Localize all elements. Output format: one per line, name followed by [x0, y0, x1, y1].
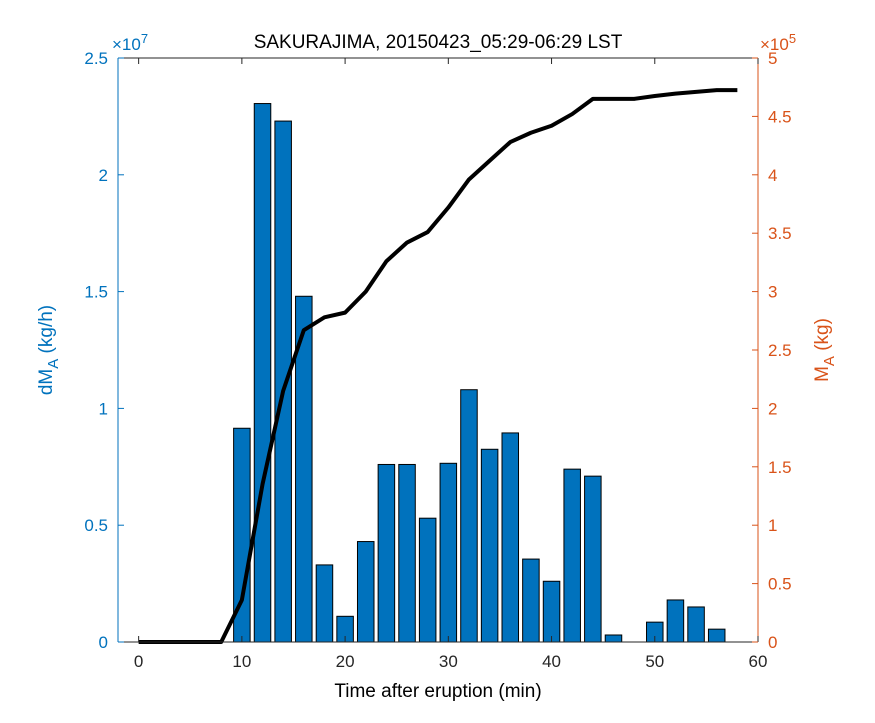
left-tick-label: 1.5 — [84, 283, 108, 302]
bar — [460, 389, 478, 643]
left-tick-label: 2.5 — [84, 49, 108, 68]
right-axis-label: MA (kg) — [812, 318, 838, 382]
right-axis-exponent: ×105 — [760, 31, 796, 54]
left-tick-label: 2 — [99, 166, 108, 185]
left-tick-label: 0.5 — [84, 516, 108, 535]
bar — [480, 448, 499, 643]
bar-series — [233, 103, 726, 643]
bar — [418, 517, 437, 643]
right-tick-label: 1.5 — [768, 458, 792, 477]
plot-area — [118, 58, 758, 642]
right-tick-label: 0 — [768, 633, 777, 652]
bar — [377, 463, 396, 643]
x-tick-label: 60 — [749, 652, 768, 671]
cumulative-mass-line — [138, 88, 738, 644]
right-tick-label: 0.5 — [768, 575, 792, 594]
bar — [563, 468, 581, 643]
x-tick-label: 30 — [439, 652, 458, 671]
bar — [707, 628, 726, 643]
x-tick-label: 10 — [232, 652, 251, 671]
bar — [315, 564, 334, 643]
bar — [522, 558, 540, 643]
right-tick-label: 1 — [768, 516, 777, 535]
bar — [604, 634, 623, 643]
right-tick-label: 4.5 — [768, 107, 792, 126]
bar — [356, 541, 375, 643]
right-tick-label: 3.5 — [768, 224, 792, 243]
chart-title: SAKURAJIMA, 20150423_05:29-06:29 LST — [254, 32, 623, 53]
right-tick-label: 3 — [768, 283, 777, 302]
x-tick-label: 0 — [134, 652, 143, 671]
x-tick-label: 50 — [645, 652, 664, 671]
bar — [687, 606, 705, 643]
right-tick-label: 2 — [768, 399, 777, 418]
left-tick-label: 1 — [99, 399, 108, 418]
bar — [501, 432, 520, 643]
right-tick-label: 5 — [768, 49, 777, 68]
x-tick-label: 20 — [336, 652, 355, 671]
x-axis-label: Time after eruption (min) — [334, 681, 541, 702]
left-axis-exponent: ×107 — [112, 31, 148, 54]
bar — [666, 599, 685, 643]
left-axis-label: dMA (kg/h) — [36, 305, 62, 395]
bar — [542, 580, 561, 643]
bar — [584, 475, 602, 643]
left-tick-label: 0 — [99, 633, 108, 652]
bar — [274, 120, 292, 643]
bar — [253, 103, 272, 643]
x-tick-label: 40 — [542, 652, 561, 671]
axes: 0 10 20 30 40 50 6000.511.522.500.511.522.533.… — [84, 49, 791, 671]
right-tick-label: 2.5 — [768, 341, 792, 360]
bar — [439, 462, 458, 643]
right-tick-label: 4 — [768, 166, 777, 185]
bar — [398, 463, 416, 643]
